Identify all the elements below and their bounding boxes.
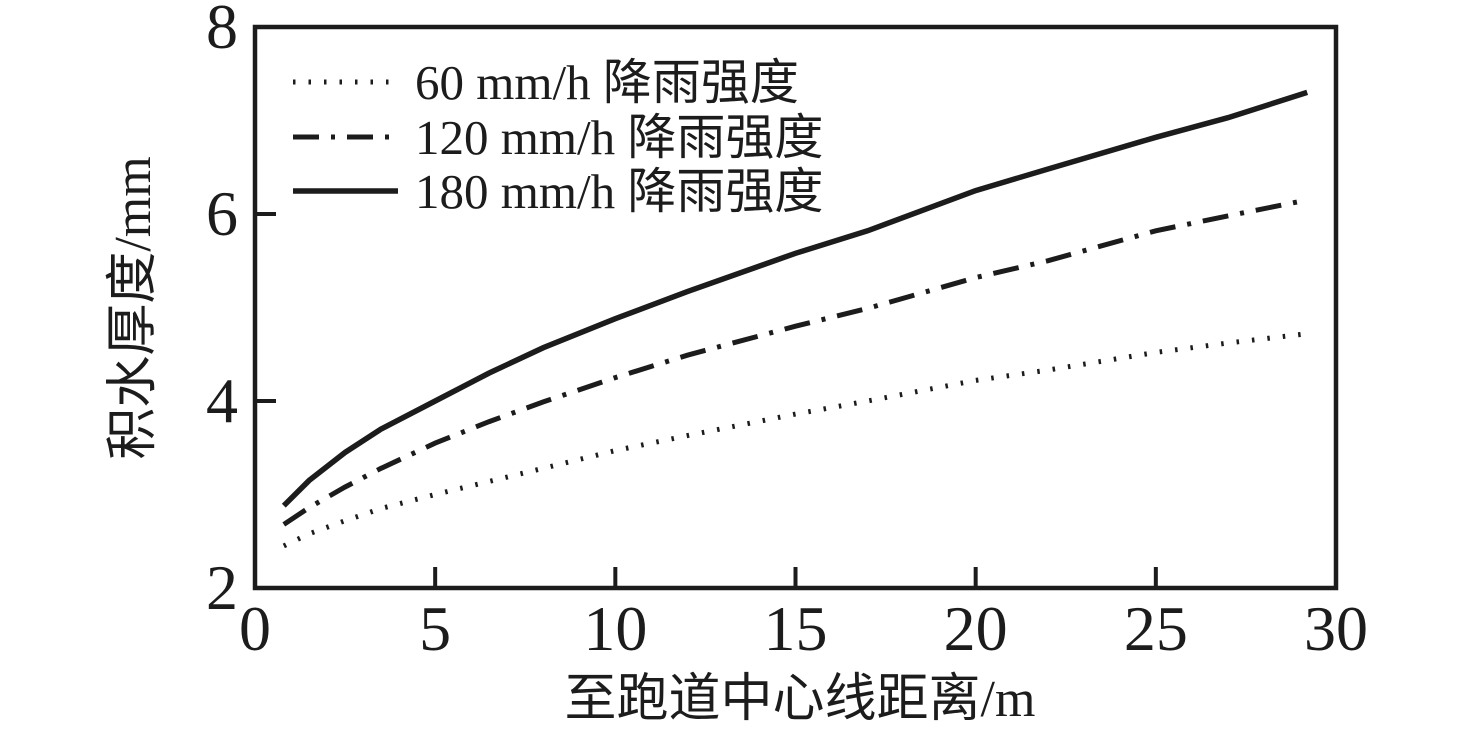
x-tick-label: 10	[583, 593, 647, 664]
plot-border	[252, 24, 1339, 591]
y-tick-label: 2	[206, 552, 238, 623]
legend-label-60mmh: 60 mm/h 降雨强度	[415, 55, 799, 110]
plot-area: 0 5 10 15 20 25 30 2 4 6 8	[206, 0, 1368, 664]
legend-label-120mmh: 120 mm/h 降雨强度	[415, 110, 823, 165]
x-tick-label: 0	[239, 593, 271, 664]
series-curve-dashdot	[282, 197, 1308, 527]
legend-label-180mmh: 180 mm/h 降雨强度	[415, 164, 823, 219]
y-tick-label: 4	[206, 365, 238, 436]
x-tick-label: 20	[944, 593, 1008, 664]
x-tick-label: 5	[419, 593, 451, 664]
y-tick-label: 8	[206, 0, 238, 62]
series-curve-solid	[281, 89, 1309, 508]
x-axis-label: 至跑道中心线距离/m	[565, 671, 1036, 728]
y-axis-label: 积水厚度/mm	[105, 156, 162, 459]
x-tick-label: 15	[764, 593, 828, 664]
x-tick-label: 25	[1124, 593, 1188, 664]
y-tick-label: 6	[206, 178, 238, 249]
x-tick-label: 30	[1304, 593, 1368, 664]
